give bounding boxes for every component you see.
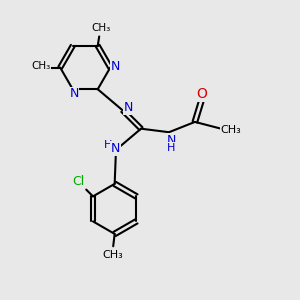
Text: CH₃: CH₃ [32, 61, 51, 71]
Text: N: N [167, 134, 176, 147]
Text: Cl: Cl [72, 175, 84, 188]
Text: H: H [167, 142, 176, 152]
Text: CH₃: CH₃ [91, 22, 110, 33]
Text: N: N [70, 87, 79, 100]
Text: CH₃: CH₃ [103, 250, 124, 260]
Text: H: H [103, 140, 112, 150]
Text: N: N [123, 101, 133, 114]
Text: N: N [111, 60, 120, 73]
Text: O: O [196, 87, 207, 101]
Text: CH₃: CH₃ [221, 125, 242, 135]
Text: N: N [111, 142, 120, 155]
